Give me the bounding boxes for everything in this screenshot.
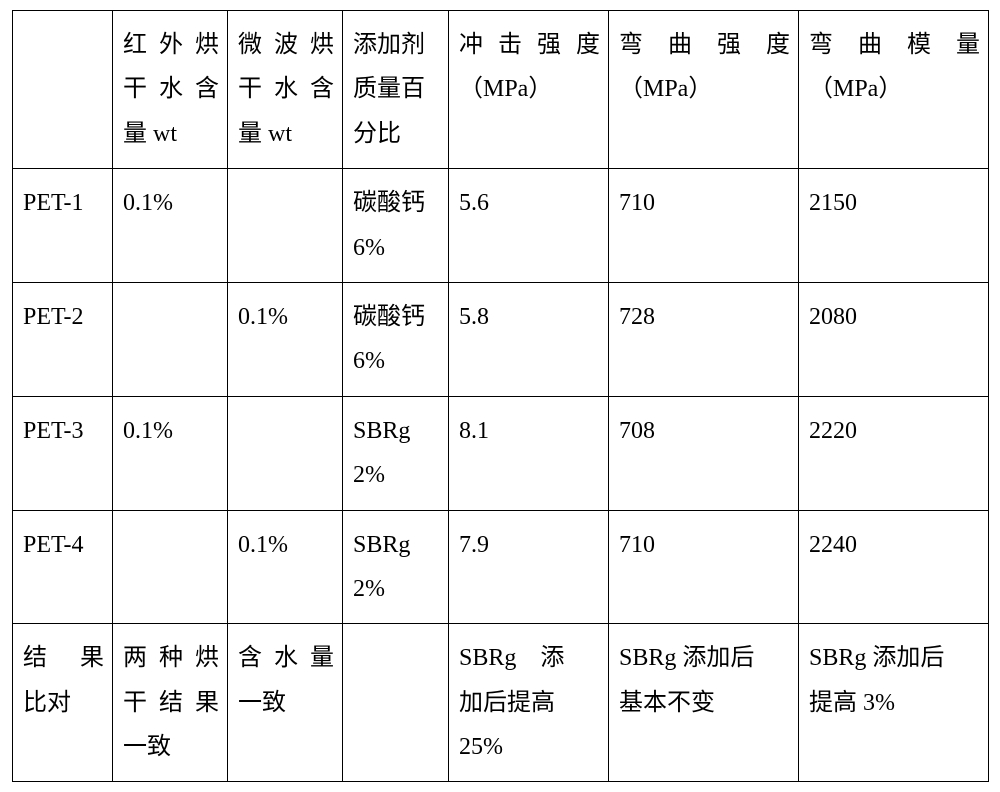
cell-bend-mod: 2220 [799, 396, 989, 510]
col-header-mw-water-l3: 量 wt [238, 112, 292, 156]
footer-bend-str: SBRg 添加后 基本不变 [609, 624, 799, 782]
data-table: 红外烘 干水含 量 wt 微波烘 干水含 量 wt 添加剂 质量百 分比 冲击强… [12, 10, 989, 782]
cell-additive: 碳酸钙 6% [343, 282, 449, 396]
cell-additive-l1: 碳酸钙 [353, 181, 440, 225]
footer-mw-water: 含水量 一致 [228, 624, 343, 782]
cell-impact: 7.9 [449, 510, 609, 624]
col-header-ir-water-l3: 量 wt [123, 112, 177, 156]
cell-mw-water: 0.1% [228, 510, 343, 624]
footer-impact-l3: 25% [459, 725, 600, 769]
col-header-impact-l1: 冲击强度 [459, 23, 600, 67]
footer-ir-water: 两种烘 干结果 一致 [113, 624, 228, 782]
cell-ir-water: 0.1% [113, 169, 228, 283]
cell-additive-l1: SBRg [353, 409, 440, 453]
cell-mw-water [228, 169, 343, 283]
table-row: PET-2 0.1% 碳酸钙 6% 5.8 728 2080 [13, 282, 989, 396]
cell-bend-str: 728 [609, 282, 799, 396]
footer-sample-l1: 结果 [23, 636, 104, 680]
col-header-impact: 冲击强度 （MPa） [449, 11, 609, 169]
cell-additive: SBRg 2% [343, 510, 449, 624]
table-row: PET-1 0.1% 碳酸钙 6% 5.6 710 2150 [13, 169, 989, 283]
cell-ir-water [113, 282, 228, 396]
cell-bend-mod: 2150 [799, 169, 989, 283]
col-header-mw-water-l2: 干水含 [238, 67, 334, 111]
cell-additive: SBRg 2% [343, 396, 449, 510]
cell-bend-str: 708 [609, 396, 799, 510]
cell-additive-l2: 2% [353, 567, 440, 611]
col-header-ir-water: 红外烘 干水含 量 wt [113, 11, 228, 169]
footer-bend-mod: SBRg 添加后 提高 3% [799, 624, 989, 782]
col-header-additive-l1: 添加剂 [353, 23, 440, 67]
col-header-additive-l2: 质量百 [353, 67, 440, 111]
cell-sample: PET-1 [13, 169, 113, 283]
footer-mw-water-l1: 含水量 [238, 636, 334, 680]
col-header-bend-str-l1: 弯曲强度 [619, 23, 790, 67]
cell-sample: PET-3 [13, 396, 113, 510]
table-footer-row: 结果 比对 两种烘 干结果 一致 含水量 一致 SBRg 添 加后提高 25% [13, 624, 989, 782]
col-header-bend-str: 弯曲强度 （MPa） [609, 11, 799, 169]
col-header-bend-mod-l1: 弯曲模量 [809, 23, 980, 67]
col-header-bend-mod: 弯曲模量 （MPa） [799, 11, 989, 169]
cell-ir-water [113, 510, 228, 624]
cell-bend-mod: 2080 [799, 282, 989, 396]
footer-ir-water-l3: 一致 [123, 725, 171, 769]
cell-impact: 5.8 [449, 282, 609, 396]
cell-additive: 碳酸钙 6% [343, 169, 449, 283]
footer-bend-mod-l1: SBRg 添加后 [809, 636, 980, 680]
cell-additive-l1: 碳酸钙 [353, 295, 440, 339]
cell-bend-str: 710 [609, 169, 799, 283]
col-header-impact-l2: （MPa） [459, 67, 552, 111]
footer-impact: SBRg 添 加后提高 25% [449, 624, 609, 782]
table-row: PET-4 0.1% SBRg 2% 7.9 710 2240 [13, 510, 989, 624]
cell-impact: 5.6 [449, 169, 609, 283]
col-header-sample [13, 11, 113, 169]
cell-additive-l1: SBRg [353, 523, 440, 567]
footer-sample: 结果 比对 [13, 624, 113, 782]
footer-sample-l2: 比对 [23, 681, 71, 725]
col-header-ir-water-l1: 红外烘 [123, 23, 219, 67]
cell-mw-water [228, 396, 343, 510]
table-row: PET-3 0.1% SBRg 2% 8.1 708 2220 [13, 396, 989, 510]
cell-additive-l2: 2% [353, 453, 440, 497]
footer-ir-water-l2: 干结果 [123, 681, 219, 725]
cell-additive-l2: 6% [353, 339, 440, 383]
cell-additive-l2: 6% [353, 226, 440, 270]
table-header-row: 红外烘 干水含 量 wt 微波烘 干水含 量 wt 添加剂 质量百 分比 冲击强… [13, 11, 989, 169]
cell-ir-water: 0.1% [113, 396, 228, 510]
footer-impact-l2: 加后提高 [459, 681, 600, 725]
col-header-ir-water-l2: 干水含 [123, 67, 219, 111]
cell-sample: PET-2 [13, 282, 113, 396]
footer-impact-l1: SBRg 添 [459, 636, 600, 680]
cell-impact: 8.1 [449, 396, 609, 510]
footer-bend-str-l1: SBRg 添加后 [619, 636, 790, 680]
col-header-bend-mod-l2: （MPa） [809, 67, 902, 111]
col-header-additive-l3: 分比 [353, 112, 440, 156]
col-header-mw-water-l1: 微波烘 [238, 23, 334, 67]
cell-sample: PET-4 [13, 510, 113, 624]
table-container: 红外烘 干水含 量 wt 微波烘 干水含 量 wt 添加剂 质量百 分比 冲击强… [0, 0, 1000, 792]
footer-bend-mod-l2: 提高 3% [809, 681, 980, 725]
footer-bend-str-l2: 基本不变 [619, 681, 790, 725]
col-header-mw-water: 微波烘 干水含 量 wt [228, 11, 343, 169]
cell-bend-mod: 2240 [799, 510, 989, 624]
col-header-bend-str-l2: （MPa） [619, 67, 712, 111]
footer-additive [343, 624, 449, 782]
col-header-additive: 添加剂 质量百 分比 [343, 11, 449, 169]
footer-mw-water-l2: 一致 [238, 681, 286, 725]
cell-bend-str: 710 [609, 510, 799, 624]
footer-ir-water-l1: 两种烘 [123, 636, 219, 680]
cell-mw-water: 0.1% [228, 282, 343, 396]
